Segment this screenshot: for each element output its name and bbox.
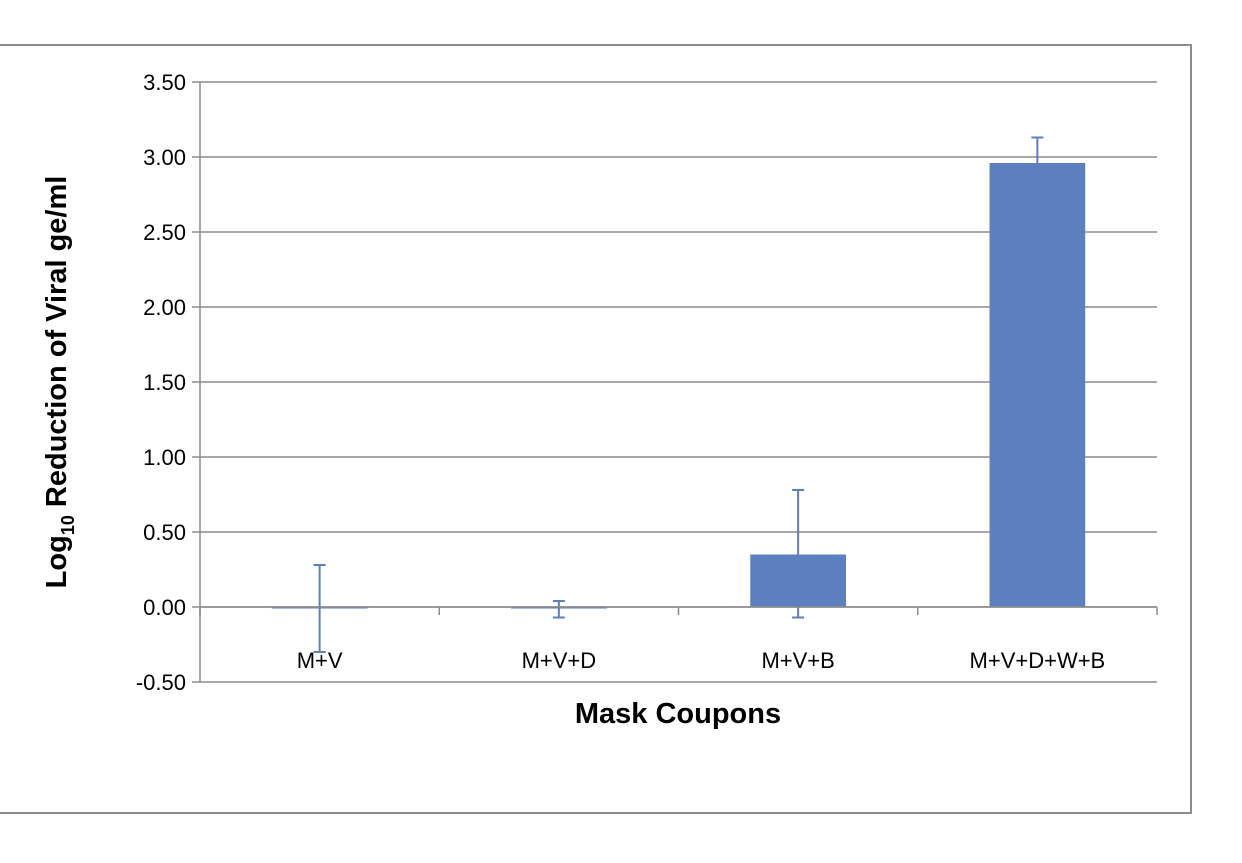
error-bars <box>313 136 1044 653</box>
bars <box>271 163 1086 609</box>
x-tick-label: M+V+B <box>761 648 834 673</box>
y-tick-label: 0.50 <box>143 520 186 545</box>
y-tick-labels: -0.50 0.00 0.50 1.00 1.50 2.00 2.50 3.00 3.50 <box>136 70 186 695</box>
axes <box>199 82 1158 682</box>
x-tick-label: M+V <box>297 648 343 673</box>
y-axis-label-subscript: 10 <box>58 515 78 535</box>
y-tick-label: 3.50 <box>143 70 186 95</box>
y-tick-label: 3.00 <box>143 145 186 170</box>
y-tick-label: 1.50 <box>143 370 186 395</box>
y-tick-label: 2.00 <box>143 295 186 320</box>
x-tick-labels: M+V M+V+D M+V+B M+V+D+W+B <box>297 648 1106 673</box>
x-tick-label: M+V+D+W+B <box>970 648 1106 673</box>
x-tick-label: M+V+D <box>522 648 597 673</box>
y-tick-label: -0.50 <box>136 670 186 695</box>
y-axis-label-log: Log <box>41 535 73 588</box>
y-tick-label: 1.00 <box>143 445 186 470</box>
y-axis-label: Log10 Reduction of Viral ge/ml <box>41 176 78 589</box>
x-axis-label: Mask Coupons <box>575 698 781 730</box>
y-tick-label: 0.00 <box>143 595 186 620</box>
y-tick-label: 2.50 <box>143 220 186 245</box>
y-axis-label-rest: Reduction of Viral ge/ml <box>41 176 73 515</box>
bar <box>989 163 1086 607</box>
